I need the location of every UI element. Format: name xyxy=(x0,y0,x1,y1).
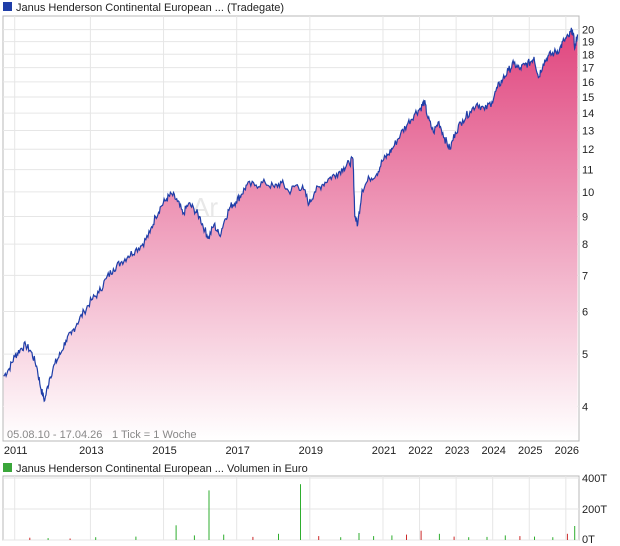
y-tick-label: 15 xyxy=(582,92,594,104)
y-tick-label: 20 xyxy=(582,25,594,37)
volume-y-tick-label: 200T xyxy=(582,504,607,516)
tick-note: 1 Tick = 1 Woche xyxy=(112,429,196,441)
legend-swatch xyxy=(3,2,12,11)
x-tick-label: 2011 xyxy=(4,445,28,457)
volume-y-axis: 400T 200T 0T xyxy=(582,473,607,546)
x-tick-label: 2023 xyxy=(445,445,469,457)
volume-legend-swatch xyxy=(3,463,12,472)
y-tick-label: 10 xyxy=(582,187,594,199)
volume-bar xyxy=(359,533,360,540)
volume-bar xyxy=(505,535,506,540)
y-tick-label: 11 xyxy=(582,165,593,177)
y-tick-label: 13 xyxy=(582,125,594,137)
y-tick-label: 7 xyxy=(582,270,588,282)
x-tick-label: 2025 xyxy=(518,445,542,457)
date-range: 05.08.10 - 17.04.26 xyxy=(7,429,102,441)
volume-bar xyxy=(29,538,30,540)
volume-bar xyxy=(567,534,568,540)
y-tick-label: 9 xyxy=(582,212,588,224)
volume-bar xyxy=(340,537,341,540)
price-x-axis: 2011 2013 2015 2017 2019 2021 2022 2023 2024 2025… xyxy=(4,445,579,457)
x-tick-label: 2021 xyxy=(372,445,396,457)
volume-bar xyxy=(534,537,535,540)
chart-title: Janus Henderson Continental European ...… xyxy=(16,2,284,14)
x-tick-label: 2024 xyxy=(481,445,505,457)
y-tick-label: 4 xyxy=(582,401,588,413)
volume-bar xyxy=(421,531,422,540)
volume-bar xyxy=(300,484,301,540)
volume-bar xyxy=(176,525,177,540)
volume-y-tick-label: 400T xyxy=(582,473,607,485)
volume-bar xyxy=(252,537,253,540)
volume-bar xyxy=(552,537,553,540)
volume-bar xyxy=(278,534,279,540)
y-tick-label: 16 xyxy=(582,77,594,89)
volume-bar xyxy=(194,535,195,540)
y-tick-label: 18 xyxy=(582,49,594,61)
volume-bar xyxy=(209,490,210,540)
y-tick-label: 5 xyxy=(582,349,588,361)
x-tick-label: 2019 xyxy=(299,445,323,457)
x-tick-label: 2022 xyxy=(408,445,432,457)
volume-bar xyxy=(574,526,575,540)
x-tick-label: 2013 xyxy=(79,445,103,457)
volume-bar xyxy=(391,535,392,540)
volume-bar xyxy=(406,535,407,540)
volume-y-tick-label: 0T xyxy=(582,534,595,546)
volume-bar xyxy=(223,535,224,540)
y-tick-label: 8 xyxy=(582,239,588,251)
volume-bar xyxy=(439,534,440,540)
y-tick-label: 19 xyxy=(582,37,594,49)
volume-bar xyxy=(48,538,49,540)
volume-bar xyxy=(318,536,319,540)
volume-bar xyxy=(454,537,455,540)
y-tick-label: 12 xyxy=(582,144,594,156)
volume-bar xyxy=(487,537,488,540)
y-tick-label: 17 xyxy=(582,63,594,75)
volume-bar xyxy=(373,536,374,540)
x-tick-label: 2017 xyxy=(225,445,249,457)
volume-bar xyxy=(135,537,136,540)
volume-bar xyxy=(70,539,71,541)
volume-bar xyxy=(468,537,469,540)
volume-title: Janus Henderson Continental European ...… xyxy=(16,463,308,475)
y-tick-label: 14 xyxy=(582,108,594,120)
x-tick-label: 2015 xyxy=(152,445,176,457)
volume-bar xyxy=(519,536,520,540)
volume-bar xyxy=(95,537,96,540)
y-tick-label: 6 xyxy=(582,306,588,318)
x-tick-label: 2026 xyxy=(555,445,579,457)
